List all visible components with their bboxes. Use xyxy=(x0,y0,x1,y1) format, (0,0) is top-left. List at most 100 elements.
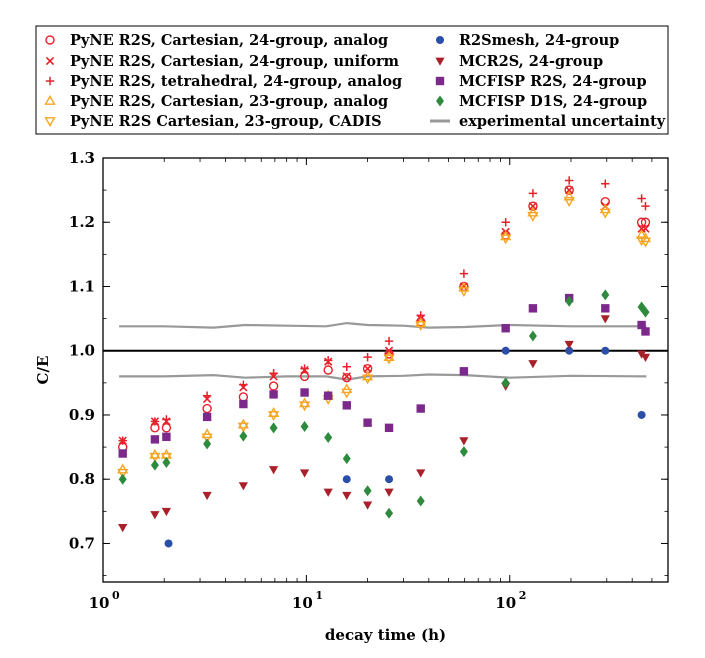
data-point xyxy=(385,507,394,519)
data-point xyxy=(384,488,394,497)
legend-label: MCFISP R2S, 24-group xyxy=(459,73,647,90)
data-point xyxy=(641,306,650,318)
data-point xyxy=(323,488,333,497)
y-tick-label: 1.1 xyxy=(69,277,95,295)
legend-marker xyxy=(45,76,55,86)
data-point xyxy=(459,437,469,446)
data-point xyxy=(416,404,425,413)
data-point xyxy=(528,189,538,198)
legend-marker xyxy=(45,35,55,45)
legend-marker xyxy=(435,76,445,86)
data-point xyxy=(202,412,212,422)
data-point xyxy=(384,423,394,433)
data-point xyxy=(636,236,648,247)
legend-label: PyNE R2S, Cartesian, 23-group, analog xyxy=(70,93,388,110)
x-tick-label: 10 xyxy=(89,594,110,612)
data-point xyxy=(118,436,127,445)
x-axis-title: decay time (h) xyxy=(325,626,446,644)
data-point xyxy=(300,388,309,397)
data-point xyxy=(500,234,512,245)
data-point xyxy=(150,435,160,444)
legend-label: PyNE R2S Cartesian, 23-group, CADIS xyxy=(70,113,382,130)
data-point xyxy=(363,352,372,362)
legend-label: PyNE R2S, Cartesian, 24-group, uniform xyxy=(70,53,400,70)
data-point xyxy=(323,365,333,375)
data-point xyxy=(202,391,212,400)
series-0 xyxy=(118,185,651,452)
series-7 xyxy=(118,293,650,458)
data-point xyxy=(150,417,160,426)
data-point xyxy=(268,381,279,391)
y-tick-label: 0.7 xyxy=(69,534,95,552)
data-point xyxy=(501,377,510,389)
legend-marker xyxy=(436,95,444,107)
y-tick-label: 1.0 xyxy=(69,342,95,360)
data-point xyxy=(458,281,470,292)
data-point xyxy=(300,421,309,433)
data-point xyxy=(239,430,248,442)
data-point xyxy=(637,320,646,330)
data-point xyxy=(641,224,650,233)
data-point xyxy=(383,354,395,365)
data-point xyxy=(268,411,280,421)
data-point xyxy=(528,201,538,211)
data-point xyxy=(601,289,610,301)
data-point xyxy=(641,327,650,336)
data-point xyxy=(238,482,248,491)
x-tick-exponent: 2 xyxy=(519,589,527,602)
data-point xyxy=(203,438,212,450)
data-point xyxy=(238,392,249,402)
y-tick-label: 1.2 xyxy=(69,213,95,231)
data-point xyxy=(160,452,173,463)
data-point xyxy=(342,401,351,410)
data-point xyxy=(342,373,352,383)
data-point xyxy=(528,202,538,211)
data-point xyxy=(458,287,470,298)
data-point xyxy=(416,469,426,478)
data-point xyxy=(164,539,173,548)
legend-label: MCR2S, 24-group xyxy=(459,53,603,70)
data-point xyxy=(415,321,427,332)
data-point xyxy=(118,449,127,458)
data-point xyxy=(342,362,351,371)
data-point xyxy=(637,194,646,203)
data-point xyxy=(363,364,372,373)
data-point xyxy=(161,507,172,517)
legend-marker xyxy=(435,57,445,66)
data-point xyxy=(527,211,539,222)
data-point xyxy=(639,237,652,248)
data-point xyxy=(363,418,372,427)
legend: PyNE R2S, Cartesian, 24-group, analog PyN… xyxy=(35,25,669,135)
plot-frame xyxy=(102,157,669,583)
data-point xyxy=(501,324,510,333)
data-point xyxy=(149,452,161,463)
data-point xyxy=(342,453,351,465)
data-point xyxy=(269,422,278,434)
data-point xyxy=(640,217,651,227)
data-point xyxy=(202,403,212,414)
data-point xyxy=(601,304,610,313)
data-point xyxy=(564,176,574,185)
data-point xyxy=(501,218,510,227)
data-point xyxy=(565,185,574,195)
data-point xyxy=(363,485,372,497)
data-point xyxy=(161,423,172,433)
data-point xyxy=(599,203,611,214)
data-point xyxy=(341,383,353,394)
data-point xyxy=(636,217,647,227)
data-point xyxy=(416,495,425,507)
data-point xyxy=(268,466,279,475)
data-point xyxy=(118,523,128,533)
legend-box xyxy=(35,25,669,135)
data-point xyxy=(459,269,469,278)
data-point xyxy=(601,346,610,355)
legend-label: PyNE R2S, Cartesian, 24-group, analog xyxy=(70,32,388,49)
data-point xyxy=(299,469,310,478)
data-point xyxy=(117,468,129,479)
data-point xyxy=(342,372,351,381)
data-point xyxy=(563,190,575,201)
legend-label: MCFISP D1S, 24-group xyxy=(459,93,647,110)
